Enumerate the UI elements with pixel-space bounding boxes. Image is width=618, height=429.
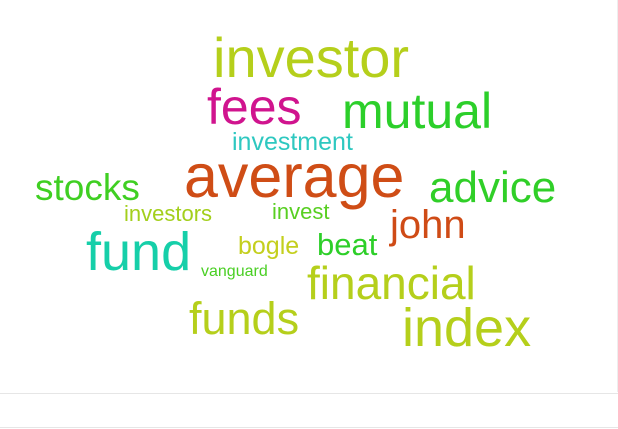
word-financial: financial [307,257,476,309]
divider-top [0,393,618,394]
word-advice: advice [429,163,557,212]
word-investor: investor [213,26,410,89]
word-funds: funds [189,293,300,344]
word-beat: beat [317,227,378,262]
word-fund: fund [86,222,192,282]
word-investment: investment [232,128,353,156]
word-john: john [390,203,466,247]
word-investors: investors [124,201,213,226]
word-cloud: investor fees mutual investment stocks a… [35,26,557,358]
word-index: index [402,298,532,358]
word-vanguard: vanguard [201,263,268,280]
word-mutual: mutual [342,83,493,139]
word-average: average [184,142,405,210]
word-stocks: stocks [35,167,140,208]
word-invest: invest [272,199,330,224]
word-fees: fees [207,79,302,135]
word-bogle: bogle [238,232,300,260]
divider-bottom [0,427,618,428]
